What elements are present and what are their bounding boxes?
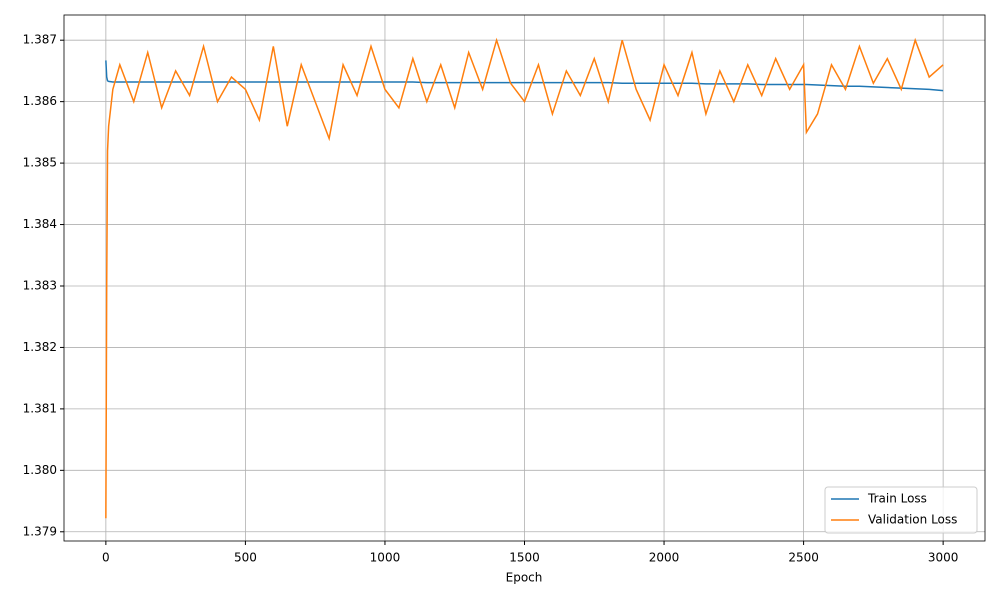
x-tick-label: 1000 xyxy=(370,551,401,565)
y-tick-label: 1.387 xyxy=(23,33,57,47)
x-tick-label: 3000 xyxy=(928,551,959,565)
x-tick-label: 2000 xyxy=(649,551,680,565)
x-tick-label: 0 xyxy=(102,551,110,565)
line-series xyxy=(105,37,944,519)
y-tick-label: 1.381 xyxy=(23,401,57,415)
y-tick-label: 1.380 xyxy=(23,463,57,477)
x-tick-label: 2500 xyxy=(788,551,819,565)
x-axis-title: Epoch xyxy=(506,571,543,585)
legend-box xyxy=(824,486,978,534)
plot-frame xyxy=(63,14,986,542)
x-tick-label: 1500 xyxy=(509,551,540,565)
y-tick-label: 1.379 xyxy=(23,524,57,538)
x-tick-label: 500 xyxy=(234,551,257,565)
y-tick-label: 1.384 xyxy=(23,217,57,231)
y-tick-label: 1.385 xyxy=(23,156,57,170)
legend-label: Train Loss xyxy=(867,492,927,506)
y-tick-label: 1.383 xyxy=(23,278,57,292)
y-tick-label: 1.382 xyxy=(23,340,57,354)
legend-label: Validation Loss xyxy=(868,513,957,527)
y-tick-label: 1.386 xyxy=(23,94,57,108)
